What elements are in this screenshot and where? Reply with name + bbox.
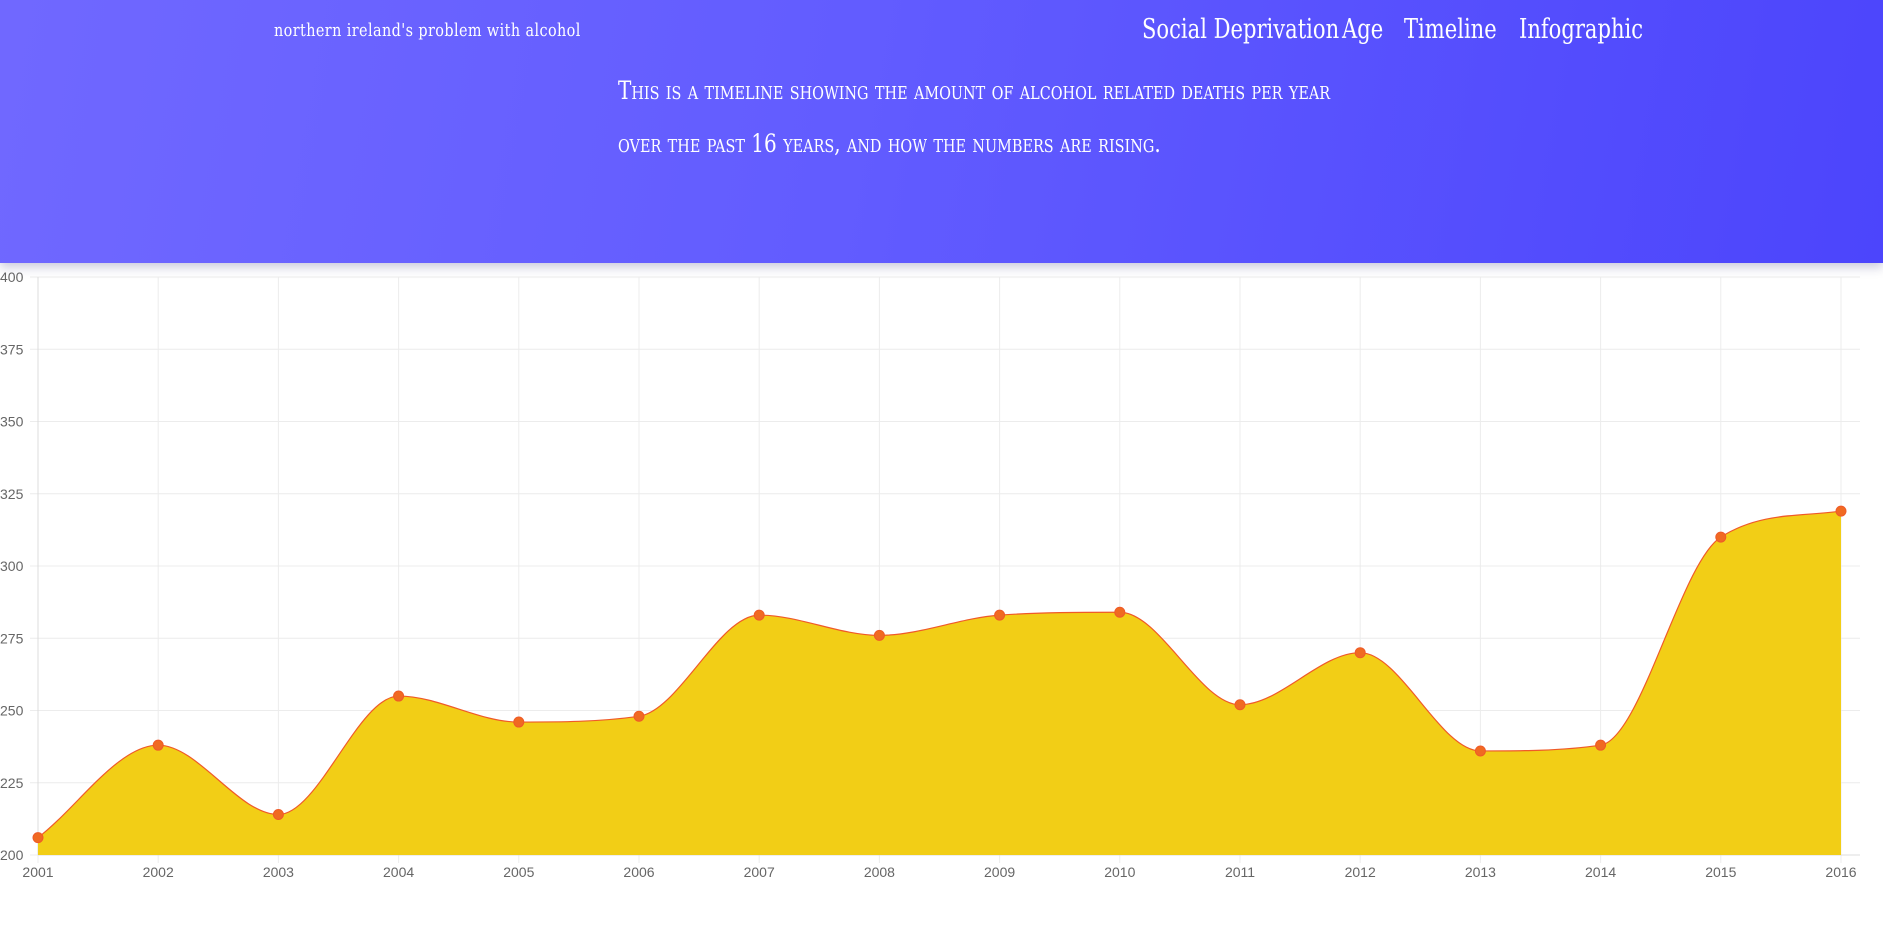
data-point-2003 (272, 809, 284, 821)
chart-area-layer (37, 510, 1842, 855)
data-point-2015 (1715, 531, 1727, 543)
x-tick-label: 2006 (623, 864, 654, 880)
data-point-2008 (873, 629, 885, 641)
data-point-2010 (1114, 606, 1126, 618)
x-tick-label: 2005 (503, 864, 534, 880)
data-point-2016 (1835, 505, 1847, 517)
data-point-2001 (32, 832, 44, 844)
y-tick-label: 225 (0, 775, 24, 791)
data-point-2009 (994, 609, 1006, 621)
data-point-2012 (1354, 647, 1366, 659)
x-tick-label: 2007 (744, 864, 775, 880)
data-point-2013 (1474, 745, 1486, 757)
x-tick-label: 2002 (143, 864, 174, 880)
site-brand[interactable]: northern ireland's problem with alcohol (274, 20, 581, 41)
x-tick-label: 2010 (1104, 864, 1135, 880)
nav-timeline[interactable]: Timeline (1404, 14, 1497, 45)
x-tick-label: 2008 (864, 864, 895, 880)
y-tick-label: 400 (0, 269, 24, 285)
data-point-2006 (633, 710, 645, 722)
x-tick-label: 2014 (1585, 864, 1616, 880)
x-tick-label: 2011 (1225, 864, 1255, 880)
x-tick-label: 2004 (383, 864, 414, 880)
intro-line-2: over the past 16 years, and how the numb… (618, 129, 1161, 158)
x-tick-label: 2001 (22, 864, 53, 880)
y-tick-label: 200 (0, 847, 24, 863)
series-area-fill (38, 511, 1841, 855)
nav-age[interactable]: Age (1342, 14, 1384, 45)
series-line (37, 510, 1842, 839)
x-tick-label: 2003 (263, 864, 294, 880)
y-tick-label: 375 (0, 341, 24, 357)
chart-points (32, 505, 1847, 844)
y-tick-label: 350 (0, 414, 24, 430)
x-tick-label: 2009 (984, 864, 1015, 880)
x-tick-label: 2015 (1705, 864, 1736, 880)
y-tick-label: 250 (0, 703, 24, 719)
y-tick-label: 325 (0, 486, 24, 502)
y-tick-label: 300 (0, 558, 24, 574)
x-tick-label: 2012 (1345, 864, 1376, 880)
nav-social-deprivation[interactable]: Social Deprivation (1142, 14, 1340, 45)
x-tick-label: 2016 (1825, 864, 1856, 880)
data-point-2005 (513, 716, 525, 728)
x-tick-label: 2013 (1465, 864, 1496, 880)
nav-infographic[interactable]: Infographic (1519, 14, 1644, 45)
y-axis-labels: 200 225 250 275 300 325 350 375 400 (0, 269, 24, 863)
intro-line-1: This is a timeline showing the amount of… (618, 76, 1331, 105)
data-point-2014 (1595, 739, 1607, 751)
x-axis-labels: 2001 2002 2003 2004 2005 2006 2007 2008 2009 2010… (22, 864, 1856, 880)
data-point-2004 (393, 690, 405, 702)
y-tick-label: 275 (0, 630, 24, 646)
data-point-2002 (152, 739, 164, 751)
intro-text: This is a timeline showing the amount of… (618, 64, 1331, 170)
deaths-timeline-chart: 200 225 250 275 300 325 350 375 400 2001 2002 2003… (0, 269, 1860, 880)
data-point-2007 (753, 609, 765, 621)
data-point-2011 (1234, 699, 1246, 711)
site-header: northern ireland's problem with alcohol … (0, 0, 1883, 263)
